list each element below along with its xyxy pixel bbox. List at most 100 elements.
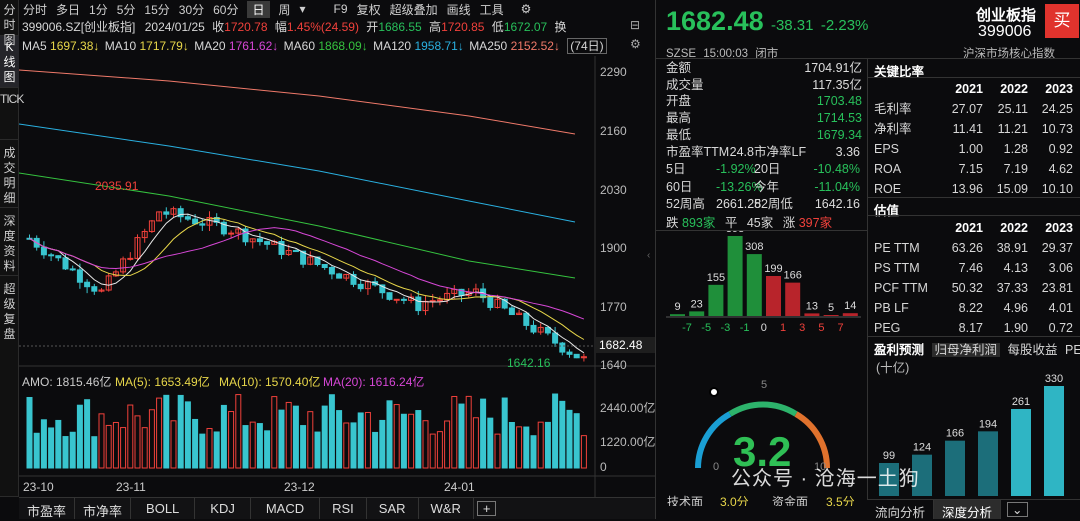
row-label: ROE [874, 182, 902, 196]
tab-shendu[interactable]: 深度资料 [0, 208, 19, 276]
settings-icon[interactable]: ⚙ [520, 2, 532, 16]
period-60min[interactable]: 60分 [213, 2, 239, 17]
stats2-table: 市盈率TTM 24.8 市净率LF 3.36 5日 -1.92% 20日 -10.48% 60日… [666, 144, 864, 213]
stat-row: 最低 1679.34 [666, 127, 862, 144]
tools-button[interactable]: 工具 [479, 2, 504, 17]
tab-kline[interactable]: K线图 [0, 36, 19, 88]
forecast-tab-pe[interactable]: PE [1065, 343, 1080, 357]
volume-bar [141, 427, 148, 469]
draw-line-button[interactable]: 画线 [446, 2, 471, 17]
period-duori[interactable]: 多日 [56, 2, 81, 17]
cell-value: 11.41 [952, 122, 983, 136]
indicator-tab-pe[interactable]: 市盈率 [19, 498, 76, 519]
price-tick: 1900 [600, 241, 627, 255]
buy-button[interactable]: 买 [1045, 4, 1079, 38]
volume-bar [220, 404, 227, 469]
overlay-button[interactable]: 超级叠加 [389, 2, 438, 17]
cell-value: 37.33 [996, 281, 1028, 295]
forecast-bar-label: 261 [1012, 396, 1030, 408]
volume-bar [494, 433, 501, 469]
candle-body [156, 211, 163, 222]
dist-bar-label: 13 [806, 300, 818, 312]
low-label: 低 [491, 20, 504, 34]
volume-bar [487, 417, 494, 469]
indicator-tab-wr[interactable]: W&R [419, 498, 474, 519]
decline-label: 跌 [666, 216, 679, 230]
candle-body [300, 250, 307, 265]
dist-axis-label: 1 [780, 322, 786, 334]
fuquan-button[interactable]: 复权 [356, 2, 381, 17]
candle-body [213, 217, 220, 223]
tab-fupan[interactable]: 超级复盘 [0, 276, 19, 497]
row-label: 毛利率 [874, 102, 912, 116]
dist-bar-label: 199 [764, 263, 782, 275]
trade-status: SZSE 15:00:03 闭市 [666, 45, 778, 61]
tab-tick[interactable]: TICK [0, 88, 24, 140]
volume-bar [177, 394, 184, 469]
dropdown-icon[interactable]: ⌄ [1007, 502, 1028, 517]
volume-bar [422, 420, 429, 469]
period-week[interactable]: 周 [278, 2, 291, 17]
cell-value: 0.72 [1048, 321, 1073, 335]
stat2-label: 市净率LF [754, 145, 807, 159]
forecast-tab-eps[interactable]: 每股收益 [1007, 343, 1058, 357]
quote-time: 15:00:03 [703, 48, 749, 60]
volume-bar [242, 425, 249, 469]
period-fenshi[interactable]: 分时 [23, 2, 48, 17]
row-label: EPS [874, 142, 900, 156]
add-indicator-button[interactable]: + [476, 501, 497, 516]
forecast-tab-profit[interactable]: 归母净利润 [931, 343, 1001, 357]
candle-body [98, 289, 105, 292]
indicator-tab-pb[interactable]: 市净率 [75, 498, 132, 519]
tab-flow-analysis[interactable]: 流向分析 [867, 500, 935, 520]
tab-depth-analysis[interactable]: 深度分析 [934, 500, 1002, 520]
cell-value: 7.46 [958, 261, 983, 275]
indicator-tab-boll[interactable]: BOLL [131, 498, 196, 519]
volume-bar [451, 395, 458, 469]
period-more-dropdown[interactable]: ▾ [299, 2, 306, 16]
chart-settings-icon[interactable]: ⚙ [630, 37, 641, 51]
days-range[interactable]: (74日) [567, 38, 607, 54]
flat-label: 平 [724, 216, 738, 230]
tab-fenshi[interactable]: 分时图 [0, 0, 19, 47]
volume-bar [170, 420, 177, 469]
stat2-label: 52周高 [666, 196, 705, 211]
volume-bar [580, 435, 587, 469]
candle-body [242, 228, 249, 243]
vol-tick: 1220.00亿 [600, 434, 655, 449]
period-5min[interactable]: 5分 [116, 2, 136, 17]
candle-body [184, 216, 191, 220]
period-30min[interactable]: 30分 [178, 2, 205, 17]
indicator-tab-kdj[interactable]: KDJ [195, 498, 251, 519]
period-15min[interactable]: 15分 [144, 2, 170, 17]
volume-bar [256, 423, 263, 469]
minimize-icon[interactable]: ⊟ [630, 18, 641, 32]
indicator-tab-rsi[interactable]: RSI [320, 498, 367, 519]
dist-bar-label: 398 [726, 231, 744, 235]
ratios-title: 关键比率 [874, 65, 925, 79]
period-day[interactable]: 日 [247, 0, 270, 18]
stat-value: 1704.91亿 [804, 61, 862, 75]
indicator-tab-sar[interactable]: SAR [367, 498, 419, 519]
collapse-handle[interactable]: ‹ [647, 250, 651, 261]
period-1min[interactable]: 1分 [89, 2, 108, 17]
cell-value: 13.96 [951, 182, 983, 196]
volume-bar [537, 421, 544, 469]
date-tick: 23-11 [116, 480, 146, 494]
row-label: PCF TTM [874, 281, 928, 295]
candle-body [537, 326, 544, 333]
tab-chengjiao[interactable]: 成交明细 [0, 140, 19, 208]
gauge-score: 3.2 [733, 428, 791, 475]
kline-chart[interactable]: 2290 2160 2030 1900 1770 1640 1682.48 20… [19, 56, 655, 497]
divider [867, 215, 1080, 216]
indicator-tab-macd[interactable]: MACD [251, 498, 321, 519]
volume-bar [112, 421, 119, 469]
high-marker: 2035.91 [95, 179, 139, 193]
divider [656, 58, 1080, 59]
cell-value: 11.21 [997, 122, 1028, 136]
f9-button[interactable]: F9 [333, 2, 348, 16]
price-tick: 2160 [600, 124, 627, 138]
dist-axis-label: -7 [682, 322, 692, 334]
volume-bar [249, 421, 256, 469]
volume-bar [566, 409, 573, 469]
